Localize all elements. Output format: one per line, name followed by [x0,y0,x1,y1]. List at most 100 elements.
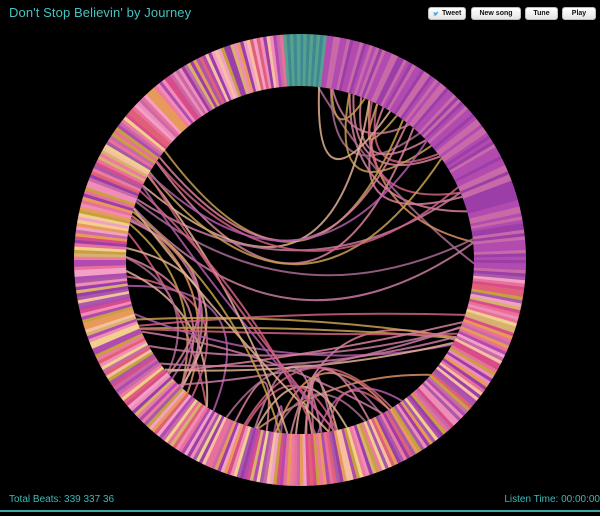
beat-segment[interactable] [204,417,230,467]
beat-segment[interactable] [471,219,524,232]
beat-segment[interactable] [348,43,368,94]
beat-segment[interactable] [449,144,496,174]
beat-segment[interactable] [430,372,473,410]
beat-segment[interactable] [473,246,526,253]
beat-segment[interactable] [410,392,447,435]
beat-segment[interactable] [451,149,500,178]
beat-segment[interactable] [467,199,519,217]
beat-segment[interactable] [242,428,259,480]
beat-segment[interactable] [335,429,351,482]
beat-segment[interactable] [377,414,405,463]
beat-segment[interactable] [414,389,452,431]
beat-segment[interactable] [229,425,249,476]
play-button[interactable]: Play [562,7,596,20]
beat-segment[interactable] [458,328,508,353]
beat-segment[interactable] [473,253,526,258]
beat-segment[interactable] [320,35,331,88]
beat-segment[interactable] [156,82,192,126]
beat-segment[interactable] [331,37,345,90]
beat-segment[interactable] [473,267,526,275]
beat-segment[interactable] [470,216,523,230]
beat-segment[interactable] [81,199,133,217]
beat-segment[interactable] [183,409,213,456]
beat-segment[interactable] [365,50,390,101]
beat-segment[interactable] [175,69,207,115]
beat-segment[interactable] [454,155,503,183]
beat-segment[interactable] [172,403,205,449]
beat-segment[interactable] [373,54,399,104]
beat-segment[interactable] [420,96,459,137]
beat-segment[interactable] [446,138,493,169]
beat-segment[interactable] [74,242,127,250]
beat-segment[interactable] [107,351,154,382]
beat-segment[interactable] [353,424,374,476]
beat-segment[interactable] [74,262,127,267]
beat-segment[interactable] [82,305,133,324]
beat-segment[interactable] [387,64,417,111]
beat-segment[interactable] [384,410,413,458]
beat-segment[interactable] [453,340,501,368]
beat-segment[interactable] [255,430,269,483]
beat-segment[interactable] [302,433,307,486]
beat-segment[interactable] [463,183,515,205]
beat-segment[interactable] [462,318,513,340]
beat-segment[interactable] [85,186,136,207]
beat-segment[interactable] [153,392,190,435]
beat-segment[interactable] [93,164,143,190]
beat-segment[interactable] [406,81,442,125]
beat-segment[interactable] [82,196,134,214]
beat-segment[interactable] [315,433,324,486]
beat-segment[interactable] [412,87,450,130]
beat-segment[interactable] [472,280,525,291]
beat-segment[interactable] [443,132,489,165]
beat-segment[interactable] [178,67,209,114]
beat-segment[interactable] [189,411,218,460]
beat-segment[interactable] [223,423,244,474]
beat-segment[interactable] [406,396,441,440]
beat-segment[interactable] [143,385,182,426]
beat-segment[interactable] [97,337,146,365]
beat-segment[interactable] [454,337,503,365]
beat-segment[interactable] [432,113,475,150]
beat-segment[interactable] [75,232,128,242]
beat-segment[interactable] [252,430,267,482]
beat-segment[interactable] [150,390,188,433]
beat-segment[interactable] [120,366,164,401]
tweet-button[interactable]: Tweet [428,7,466,20]
beat-segment[interactable] [198,415,225,464]
beat-segment[interactable] [473,275,526,285]
beat-segment[interactable] [97,155,146,183]
beat-segment[interactable] [447,349,495,380]
beat-segment[interactable] [161,78,196,123]
beat-segment[interactable] [363,421,386,471]
beat-segment[interactable] [75,229,128,240]
beat-segment[interactable] [388,408,419,455]
beat-segment[interactable] [368,52,393,102]
beat-segment[interactable] [169,402,202,447]
beat-segment[interactable] [358,47,380,98]
beat-segment[interactable] [146,91,184,133]
beat-segment[interactable] [384,62,414,110]
beat-segment[interactable] [473,236,526,245]
beat-segment[interactable] [207,418,232,468]
beat-segment[interactable] [427,106,469,144]
beat-segment[interactable] [74,249,127,255]
beat-segment[interactable] [370,417,396,467]
beat-segment[interactable] [296,34,301,87]
beat-segment[interactable] [77,290,130,304]
beat-segment[interactable] [307,433,314,486]
beat-segment[interactable] [105,140,153,171]
beat-segment[interactable] [402,77,436,122]
beat-segment[interactable] [466,308,517,328]
beat-segment[interactable] [382,411,411,460]
beat-segment[interactable] [112,357,158,391]
beat-segment[interactable] [470,291,523,305]
beat-segment[interactable] [105,348,152,379]
beat-segment[interactable] [446,351,493,383]
beat-segment[interactable] [74,252,127,258]
beat-segment[interactable] [386,409,416,456]
beat-segment[interactable] [262,431,275,484]
beat-segment[interactable] [457,164,507,190]
beat-segment[interactable] [455,335,504,362]
beat-segment[interactable] [473,256,526,261]
